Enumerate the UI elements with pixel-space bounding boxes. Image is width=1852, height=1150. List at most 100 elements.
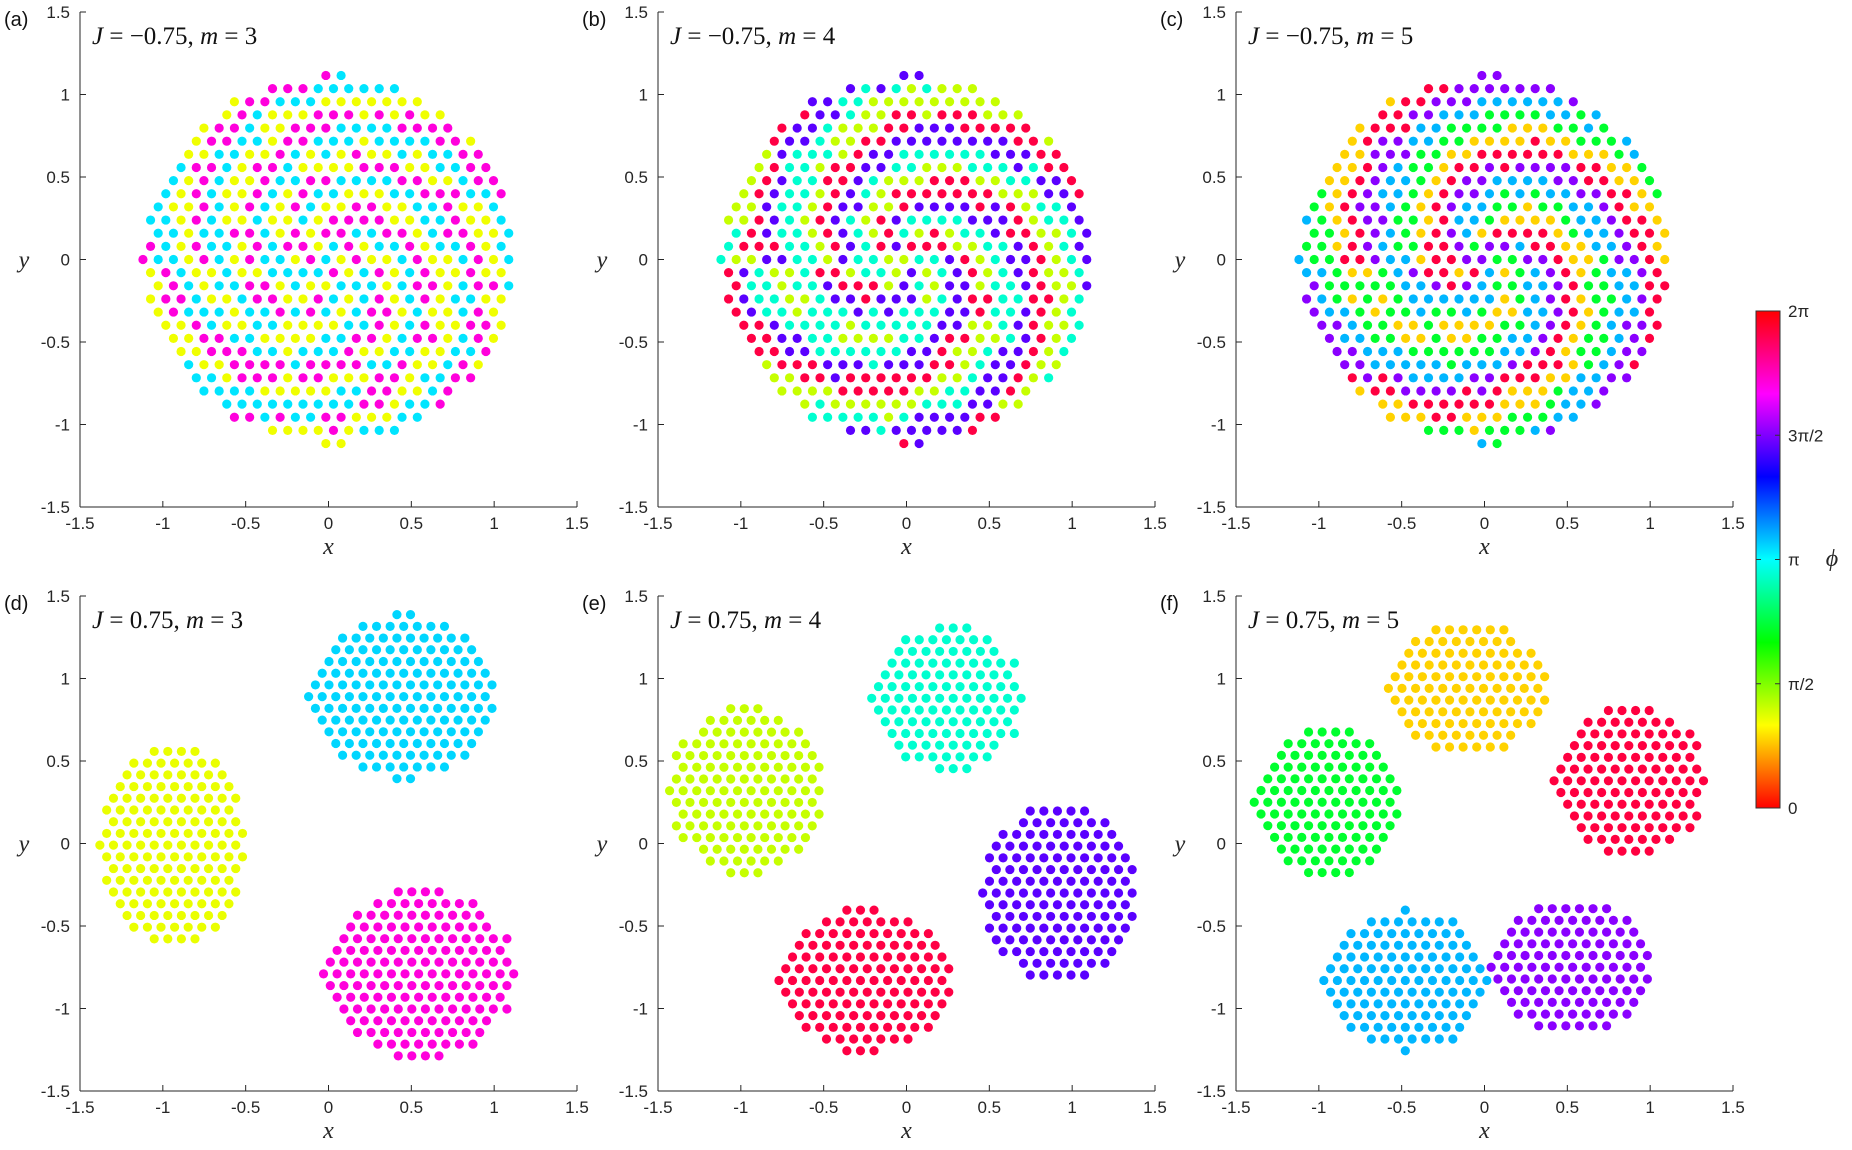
data-point (336, 97, 346, 107)
data-point (1444, 695, 1455, 705)
data-point (496, 189, 506, 199)
data-point (371, 668, 382, 678)
data-point (252, 294, 262, 304)
data-point (1416, 360, 1426, 370)
data-point (996, 705, 1006, 715)
data-point (1599, 228, 1609, 238)
data-point (1424, 707, 1434, 717)
data-point (435, 215, 445, 225)
data-point (1603, 846, 1614, 856)
x-tick-label: 0 (1480, 514, 1489, 533)
data-point (400, 922, 410, 932)
data-point (420, 294, 430, 304)
data-point (1431, 281, 1441, 291)
data-point (780, 774, 790, 784)
data-point (488, 202, 499, 212)
data-point (488, 228, 499, 238)
data-point (1538, 202, 1548, 212)
data-point (876, 215, 886, 225)
data-point (869, 1046, 879, 1056)
data-point (1371, 774, 1382, 784)
data-point (1515, 110, 1525, 120)
data-point (352, 1027, 363, 1038)
data-point (769, 373, 779, 383)
data-point (359, 110, 369, 120)
data-point (434, 910, 444, 920)
data-point (1568, 386, 1578, 396)
data-point (794, 727, 804, 737)
data-point (1401, 333, 1411, 343)
data-point (206, 215, 217, 225)
data-point (891, 268, 901, 278)
data-point (382, 97, 392, 107)
data-point (1664, 787, 1675, 798)
data-point (1500, 294, 1510, 304)
data-point (1005, 281, 1016, 291)
data-point (190, 770, 200, 780)
data-point (214, 254, 224, 265)
data-point (1671, 823, 1681, 833)
data-point (1660, 281, 1670, 291)
data-point (982, 681, 992, 692)
data-point (1610, 717, 1620, 727)
data-point (237, 320, 247, 330)
data-point (1100, 911, 1110, 922)
data-point (237, 162, 247, 173)
data-point (1414, 928, 1424, 939)
data-point (754, 162, 764, 173)
data-point (405, 136, 415, 146)
data-point (1290, 797, 1300, 807)
data-point (815, 268, 825, 278)
data-point (156, 781, 166, 792)
data-point (129, 758, 139, 768)
data-point (389, 136, 400, 146)
data-point (414, 992, 424, 1002)
data-point (1100, 864, 1110, 875)
data-point (450, 136, 461, 146)
data-point (339, 934, 349, 944)
data-point (197, 781, 207, 792)
data-point (473, 281, 483, 291)
data-point (937, 320, 947, 330)
data-point (317, 692, 327, 702)
data-point (399, 668, 409, 678)
data-point (815, 294, 825, 304)
data-point (427, 176, 438, 186)
data-point (1499, 672, 1509, 682)
data-point (407, 1027, 417, 1038)
data-point (1553, 202, 1563, 212)
data-point (944, 202, 955, 212)
data-point (664, 786, 675, 796)
data-point (1331, 727, 1341, 737)
data-point (792, 149, 802, 159)
data-point (1319, 975, 1329, 986)
data-point (1113, 935, 1124, 945)
data-point (366, 228, 377, 238)
data-point (168, 176, 179, 186)
data-point (1462, 149, 1472, 159)
data-point (1120, 876, 1130, 886)
data-point (1500, 110, 1510, 120)
data-point (861, 425, 871, 435)
data-point (935, 717, 945, 727)
x-tick-label: -0.5 (809, 514, 838, 533)
data-point (1340, 176, 1350, 186)
data-point (1107, 853, 1117, 863)
data-point (1484, 189, 1495, 199)
data-point (475, 1027, 485, 1038)
data-point (794, 1011, 804, 1021)
data-point (1046, 958, 1056, 968)
data-point (952, 425, 962, 435)
data-point (777, 202, 787, 212)
data-point (405, 268, 415, 278)
data-point (914, 307, 924, 317)
data-point (960, 333, 970, 343)
data-point (400, 969, 410, 979)
data-point (446, 633, 456, 643)
data-point (502, 934, 512, 944)
data-point (807, 228, 818, 238)
y-axis-label: y (17, 832, 30, 858)
data-point (746, 856, 756, 866)
data-point (468, 992, 478, 1002)
data-point (136, 910, 146, 921)
